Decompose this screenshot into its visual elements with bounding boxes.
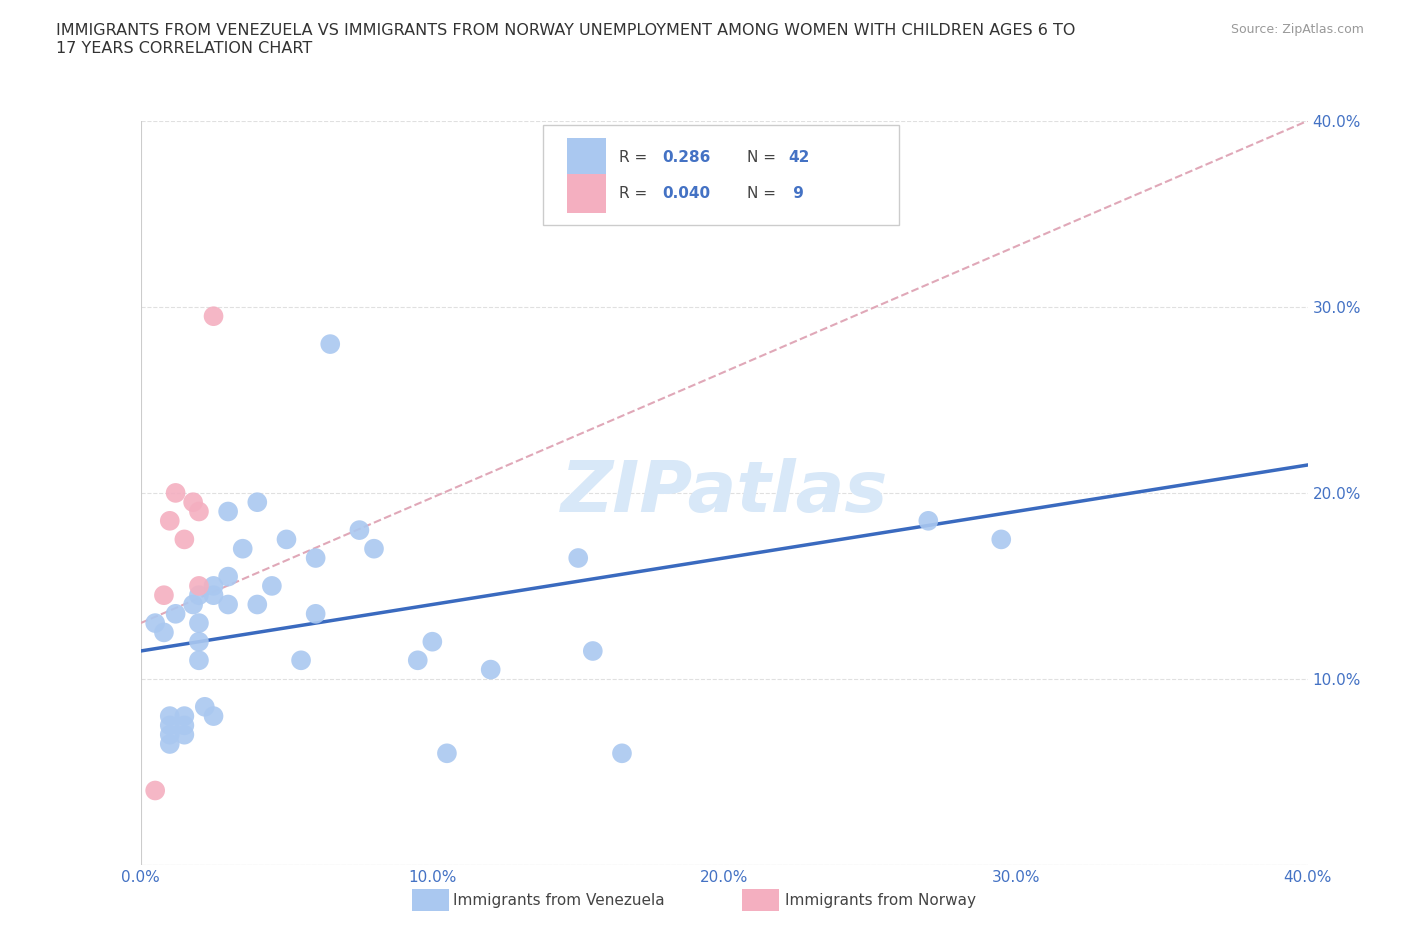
Point (319, 337, 342, 352)
Point (165, 606, 187, 621)
Point (349, 523, 371, 538)
Point (173, 709, 195, 724)
Point (188, 578, 211, 593)
Point (406, 653, 429, 668)
Point (246, 597, 269, 612)
Point (202, 588, 225, 603)
Point (181, 495, 204, 510)
FancyBboxPatch shape (543, 125, 900, 225)
Point (194, 699, 217, 714)
Point (202, 309, 225, 324)
Point (436, 746, 458, 761)
Point (260, 578, 283, 593)
Text: N =: N = (748, 186, 782, 201)
Point (159, 709, 181, 724)
Point (217, 569, 239, 584)
Text: Immigrants from Norway: Immigrants from Norway (785, 893, 976, 908)
Point (305, 606, 328, 621)
Point (917, 513, 939, 528)
Text: Immigrants from Venezuela: Immigrants from Venezuela (453, 893, 665, 908)
Point (479, 662, 502, 677)
Point (610, 746, 633, 761)
Point (232, 541, 254, 556)
Point (582, 644, 605, 658)
Text: R =: R = (619, 151, 652, 166)
Text: 0.286: 0.286 (662, 151, 710, 166)
Point (305, 551, 328, 565)
Point (188, 653, 211, 668)
Point (153, 588, 176, 603)
Point (143, 616, 166, 631)
FancyBboxPatch shape (567, 174, 606, 213)
Point (217, 504, 239, 519)
Text: R =: R = (619, 186, 652, 201)
Point (188, 616, 211, 631)
Text: 42: 42 (789, 151, 810, 166)
Point (159, 513, 181, 528)
Point (276, 532, 298, 547)
Point (363, 541, 385, 556)
Text: Source: ZipAtlas.com: Source: ZipAtlas.com (1230, 23, 1364, 36)
Point (422, 634, 444, 649)
Point (202, 709, 225, 724)
Point (153, 625, 176, 640)
Point (567, 551, 589, 565)
Point (188, 634, 211, 649)
Point (290, 653, 312, 668)
Point (990, 532, 1012, 547)
Point (188, 504, 211, 519)
Point (159, 737, 181, 751)
Text: IMMIGRANTS FROM VENEZUELA VS IMMIGRANTS FROM NORWAY UNEMPLOYMENT AMONG WOMEN WIT: IMMIGRANTS FROM VENEZUELA VS IMMIGRANTS … (56, 23, 1076, 56)
Text: 0.040: 0.040 (662, 186, 710, 201)
Point (181, 597, 204, 612)
Point (246, 495, 269, 510)
Text: ZIPatlas: ZIPatlas (561, 458, 887, 527)
Point (217, 597, 239, 612)
Point (173, 718, 195, 733)
FancyBboxPatch shape (567, 139, 606, 177)
Point (173, 532, 195, 547)
Point (159, 718, 181, 733)
Point (188, 588, 211, 603)
Point (173, 727, 195, 742)
Text: N =: N = (748, 151, 782, 166)
Point (143, 783, 166, 798)
Text: 9: 9 (789, 186, 804, 201)
Point (159, 727, 181, 742)
Point (202, 578, 225, 593)
Point (165, 485, 187, 500)
